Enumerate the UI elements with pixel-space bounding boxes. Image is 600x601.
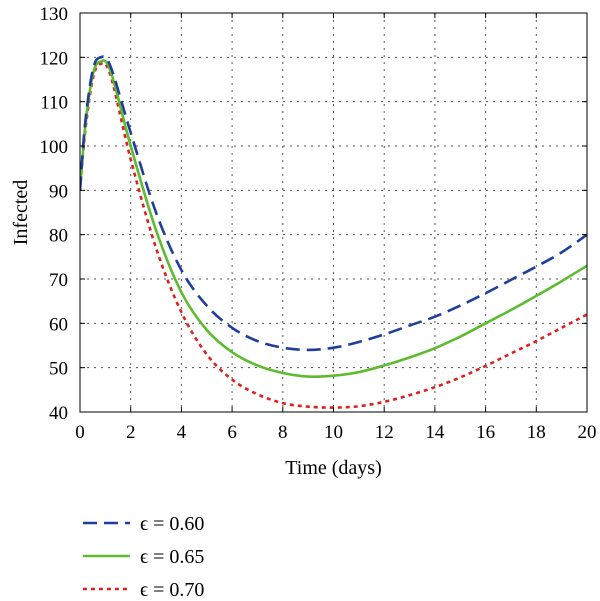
x-tick-label: 12 [375, 422, 394, 443]
series-line [80, 55, 587, 352]
y-tick-label: 130 [40, 4, 69, 25]
x-tick-label: 0 [75, 422, 85, 443]
legend: ϵ = 0.60 ϵ = 0.65 ϵ = 0.70 [83, 513, 204, 601]
y-tick-label: 80 [49, 226, 68, 247]
x-tick-label: 14 [425, 422, 445, 443]
y-tick-label: 70 [49, 270, 68, 291]
y-tick-label: 50 [49, 359, 68, 380]
y-tick-label: 100 [40, 137, 69, 158]
x-tick-label: 18 [527, 422, 546, 443]
x-tick-label: 10 [324, 422, 343, 443]
y-tick-label: 120 [40, 48, 69, 69]
x-tick-label: 4 [177, 422, 187, 443]
y-tick-label: 90 [49, 181, 68, 202]
y-axis-label: Infected [10, 180, 32, 246]
y-axis-ticks: 40 50 60 70 80 90 100 110 120 130 [40, 4, 587, 424]
x-tick-label: 16 [476, 422, 495, 443]
legend-label: ϵ = 0.65 [140, 546, 204, 568]
x-tick-label: 2 [126, 422, 136, 443]
legend-label: ϵ = 0.60 [140, 513, 204, 535]
grid [80, 13, 587, 412]
series-line [80, 61, 587, 409]
series-line [80, 59, 587, 378]
x-axis-label: Time (days) [285, 457, 381, 479]
y-tick-label: 110 [40, 93, 68, 114]
x-tick-label: 8 [278, 422, 288, 443]
y-tick-label: 40 [49, 403, 68, 424]
legend-label: ϵ = 0.70 [140, 579, 204, 601]
y-tick-label: 60 [49, 314, 68, 335]
x-axis-ticks: 0 2 4 6 8 10 12 14 16 18 20 [75, 13, 597, 443]
x-tick-label: 6 [227, 422, 237, 443]
x-tick-label: 20 [578, 422, 597, 443]
series-layer [80, 55, 587, 409]
